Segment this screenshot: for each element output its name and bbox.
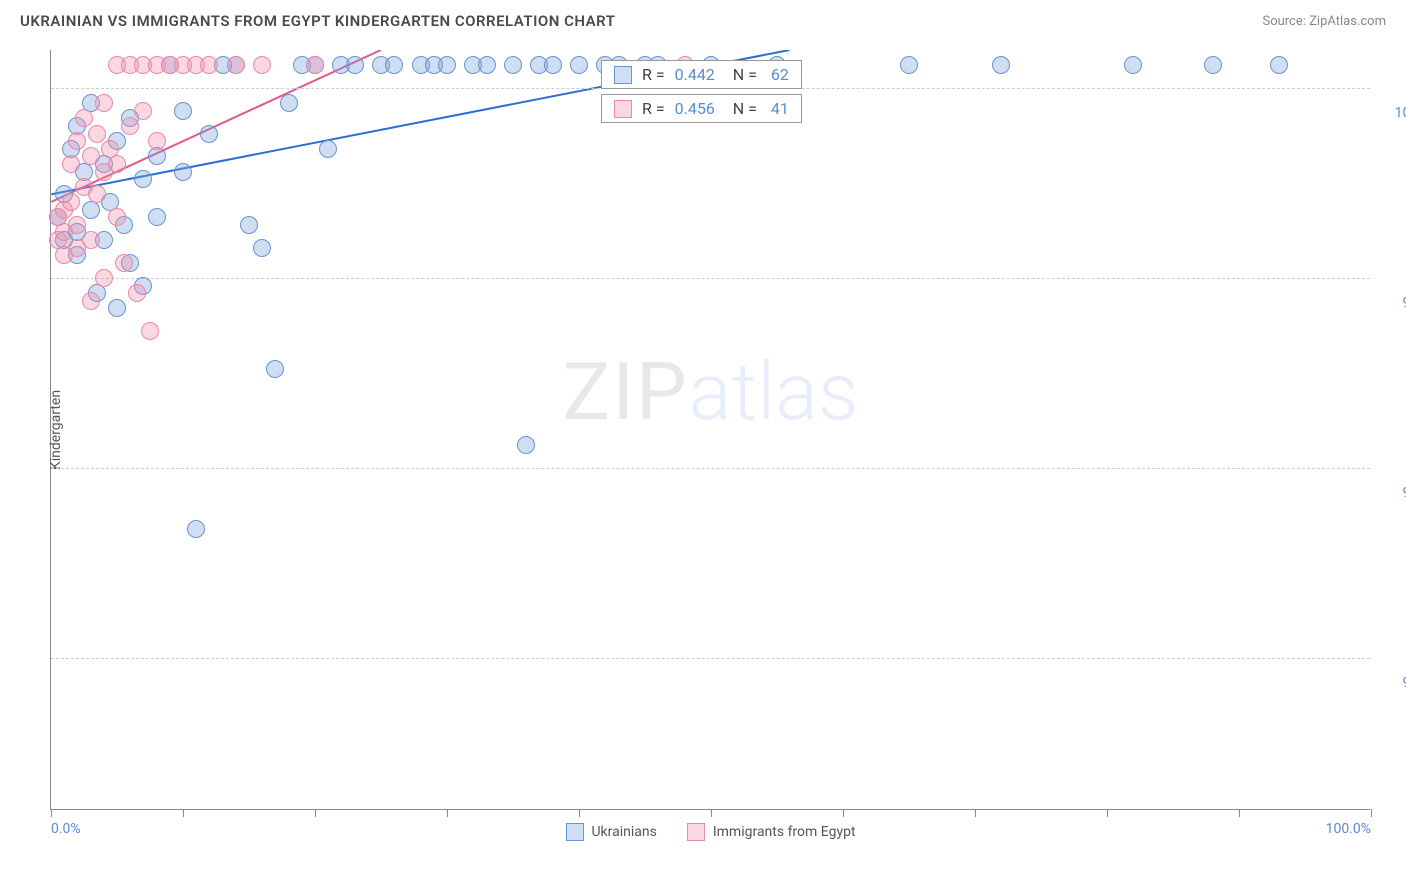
data-point (128, 284, 146, 302)
data-point (174, 163, 192, 181)
y-tick-label: 95.0% (1380, 485, 1406, 501)
x-tick (975, 809, 976, 817)
data-point (504, 56, 522, 74)
stats-box: R = 0.456 N = 41 (601, 94, 802, 123)
stat-label-r: R = (642, 99, 665, 118)
legend-item: Immigrants from Egypt (687, 823, 856, 841)
data-point (240, 216, 258, 234)
legend-swatch (687, 823, 705, 841)
data-point (82, 231, 100, 249)
x-tick (447, 809, 448, 817)
data-point (95, 94, 113, 112)
data-point (134, 102, 152, 120)
data-point (62, 193, 80, 211)
data-point (319, 140, 337, 158)
data-point (900, 56, 918, 74)
chart-header: UKRAINIAN VS IMMIGRANTS FROM EGYPT KINDE… (0, 0, 1406, 38)
stat-value-r: 0.456 (675, 99, 715, 118)
data-point (1270, 56, 1288, 74)
data-point (108, 155, 126, 173)
data-point (200, 125, 218, 143)
data-point (134, 170, 152, 188)
data-point (266, 360, 284, 378)
legend: Ukrainians Immigrants from Egypt (565, 823, 855, 841)
data-point (141, 322, 159, 340)
data-point (75, 109, 93, 127)
x-tick (843, 809, 844, 817)
x-tick (579, 809, 580, 817)
data-point (187, 520, 205, 538)
chart-title: UKRAINIAN VS IMMIGRANTS FROM EGYPT KINDE… (20, 12, 615, 30)
data-point (148, 132, 166, 150)
data-point (200, 56, 218, 74)
gridline (51, 468, 1370, 469)
data-point (68, 216, 86, 234)
data-point (478, 56, 496, 74)
data-point (108, 208, 126, 226)
data-point (95, 269, 113, 287)
stat-label-n: N = (725, 65, 757, 84)
legend-label: Ukrainians (591, 824, 656, 840)
data-point (385, 56, 403, 74)
data-point (438, 56, 456, 74)
data-point (544, 56, 562, 74)
data-point (88, 125, 106, 143)
stats-box: R = 0.442 N = 62 (601, 60, 802, 89)
data-point (227, 56, 245, 74)
gridline (51, 658, 1370, 659)
data-point (68, 132, 86, 150)
data-point (517, 436, 535, 454)
scatter-chart: Kindergarten ZIPatlas UkrainiansImmigran… (50, 50, 1370, 810)
x-tick (183, 809, 184, 817)
y-tick-label: 97.5% (1380, 295, 1406, 311)
data-point (346, 56, 364, 74)
data-point (148, 208, 166, 226)
x-tick-label: 0.0% (51, 821, 81, 837)
data-point (1124, 56, 1142, 74)
y-tick-label: 92.5% (1380, 675, 1406, 691)
x-tick-label: 100.0% (1326, 821, 1371, 837)
data-point (115, 254, 133, 272)
trend-lines (51, 50, 1370, 809)
watermark-text-2: atlas (689, 345, 859, 439)
legend-item: Ukrainians (565, 823, 656, 841)
legend-label: Immigrants from Egypt (713, 824, 856, 840)
gridline (51, 278, 1370, 279)
data-point (280, 94, 298, 112)
data-point (108, 299, 126, 317)
chart-source: Source: ZipAtlas.com (1262, 14, 1386, 29)
stat-label-n: N = (725, 99, 757, 118)
watermark-text-1: ZIP (562, 345, 688, 439)
x-tick (1371, 809, 1372, 817)
data-point (174, 102, 192, 120)
series-swatch (614, 100, 632, 118)
data-point (253, 56, 271, 74)
stat-value-n: 62 (767, 65, 789, 84)
data-point (570, 56, 588, 74)
data-point (82, 292, 100, 310)
y-tick-label: 100.0% (1380, 105, 1406, 121)
data-point (82, 147, 100, 165)
data-point (121, 117, 139, 135)
data-point (1204, 56, 1222, 74)
x-tick (315, 809, 316, 817)
legend-swatch (565, 823, 583, 841)
y-axis-label: Kindergarten (48, 389, 64, 469)
watermark: ZIPatlas (562, 345, 858, 439)
data-point (253, 239, 271, 257)
x-tick (711, 809, 712, 817)
series-swatch (614, 66, 632, 84)
stat-label-r: R = (642, 65, 665, 84)
x-tick (1239, 809, 1240, 817)
data-point (306, 56, 324, 74)
stat-value-n: 41 (767, 99, 789, 118)
data-point (62, 155, 80, 173)
x-tick (51, 809, 52, 817)
data-point (88, 185, 106, 203)
data-point (992, 56, 1010, 74)
x-tick (1107, 809, 1108, 817)
stat-value-r: 0.442 (675, 65, 715, 84)
